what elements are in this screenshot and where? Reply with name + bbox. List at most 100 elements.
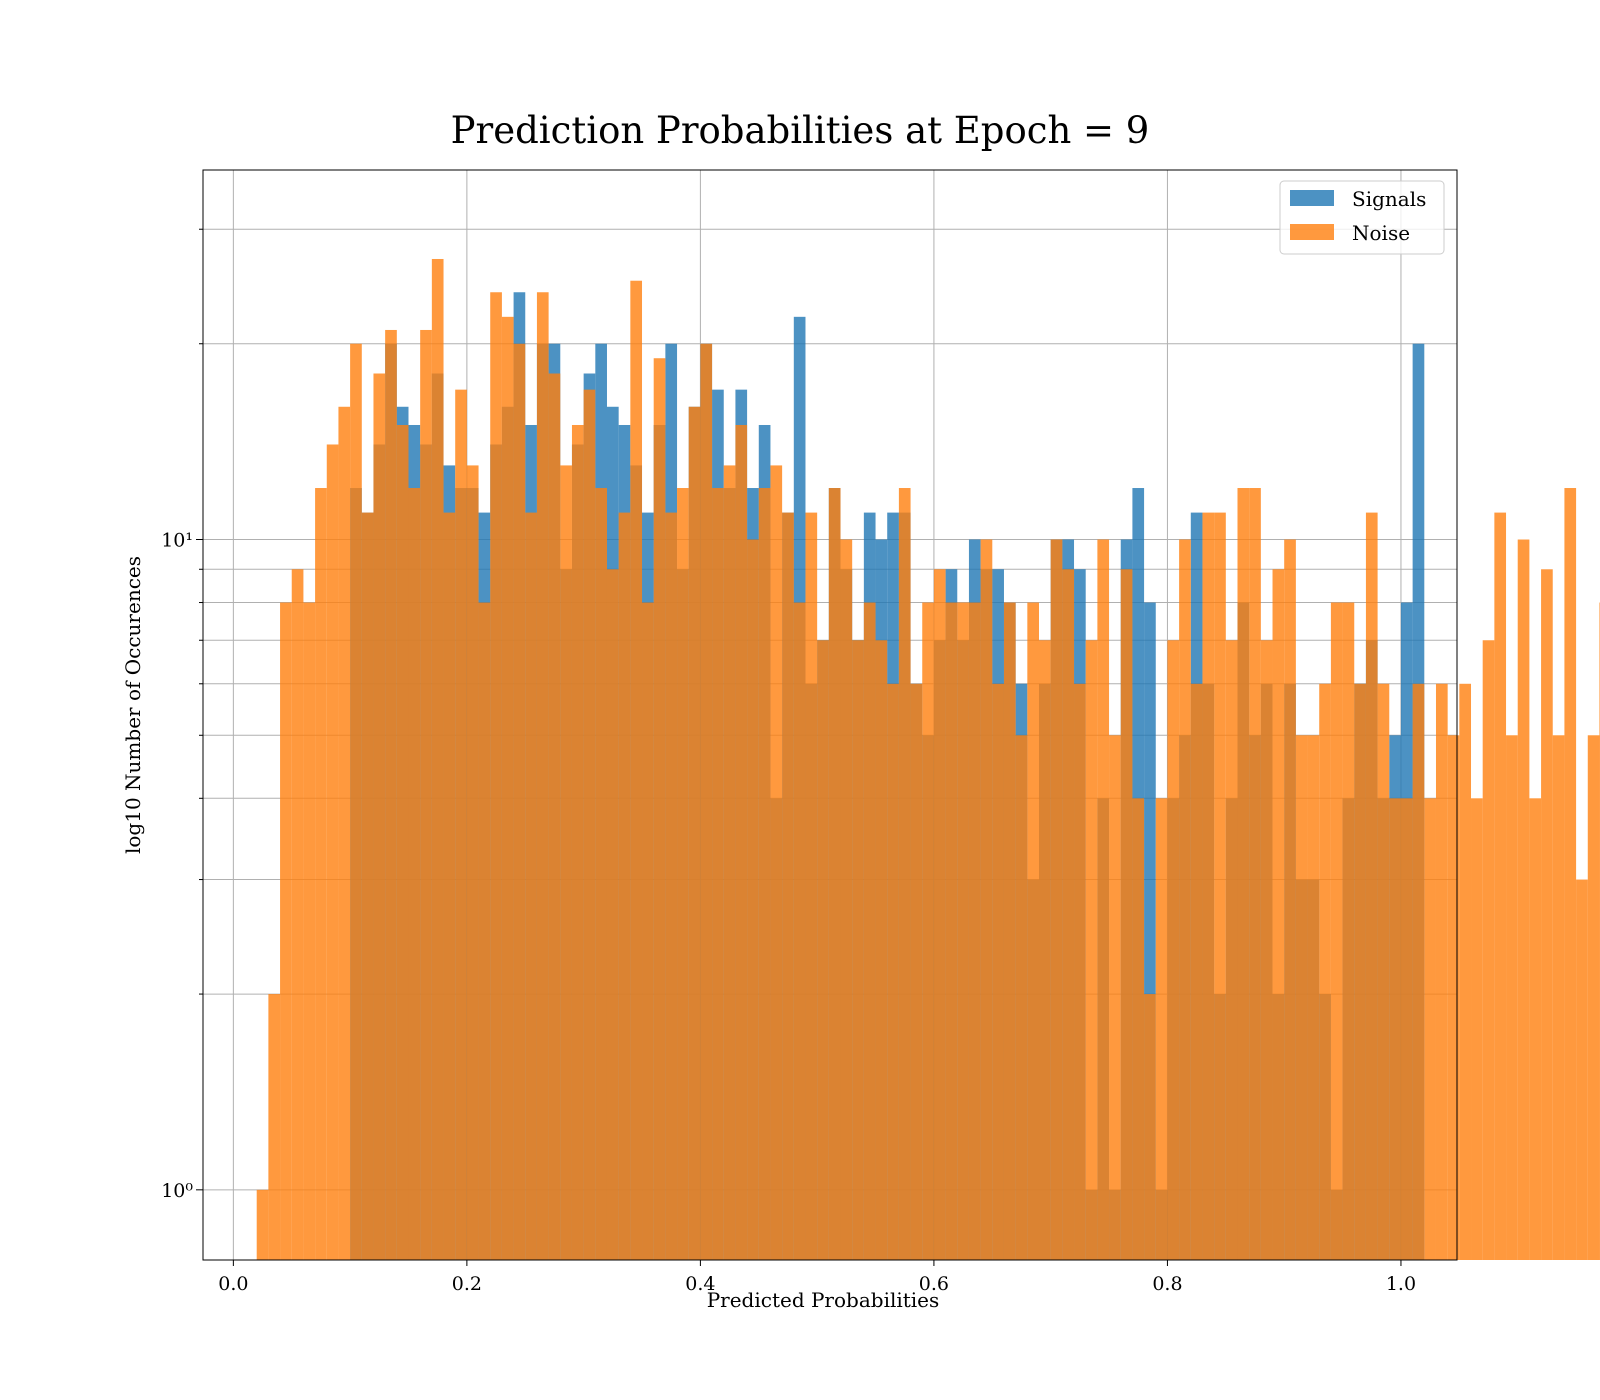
noise-bar xyxy=(583,389,596,1260)
noise-bar xyxy=(408,488,421,1260)
noise-bar xyxy=(1015,735,1028,1260)
noise-bar xyxy=(1225,640,1238,1260)
noise-bar xyxy=(443,512,456,1260)
noise-bar xyxy=(501,316,514,1260)
noise-bar xyxy=(840,539,853,1260)
noise-bar xyxy=(875,640,888,1260)
noise-bar xyxy=(618,512,631,1260)
noise-bar xyxy=(1272,569,1285,1260)
noise-bar xyxy=(1377,683,1390,1260)
chart-title: Prediction Probabilities at Epoch = 9 xyxy=(451,109,1150,152)
noise-bar xyxy=(747,539,759,1260)
legend-label-signals: Signals xyxy=(1352,187,1426,211)
noise-bar xyxy=(688,406,701,1261)
noise-bar xyxy=(1249,488,1261,1260)
noise-bar xyxy=(1552,735,1565,1260)
noise-bar xyxy=(817,640,829,1260)
noise-bar xyxy=(1190,683,1203,1260)
noise-bar xyxy=(1587,735,1600,1260)
y-axis-label: log10 Number of Occurences xyxy=(121,556,145,854)
noise-bar xyxy=(1295,735,1308,1260)
legend: Signals Noise xyxy=(1279,180,1445,255)
noise-bar xyxy=(1400,798,1413,1260)
noise-bar xyxy=(326,444,339,1260)
y-axis-ticks: 10⁰ 10¹ xyxy=(161,228,203,1202)
noise-bar xyxy=(1120,569,1133,1260)
noise-bar xyxy=(338,406,351,1261)
plot-area-frame xyxy=(202,169,1458,1261)
noise-bar xyxy=(933,569,946,1260)
x-axis-label: Predicted Probabilities xyxy=(707,1288,940,1312)
noise-bar xyxy=(490,292,502,1260)
noise-bar xyxy=(1564,488,1577,1260)
noise-bar xyxy=(1424,798,1436,1260)
noise-bar xyxy=(525,512,537,1260)
noise-bar xyxy=(1132,798,1145,1260)
noise-bar xyxy=(992,683,1004,1260)
noise-bar xyxy=(606,569,619,1260)
noise-bar xyxy=(945,602,958,1260)
noise-bar xyxy=(1459,683,1472,1260)
signals-bar xyxy=(1144,602,1156,1260)
noise-bar xyxy=(291,569,304,1260)
noise-bar xyxy=(1447,735,1460,1260)
x-tick-label: 0.0 xyxy=(218,1273,248,1295)
noise-bar xyxy=(431,258,444,1260)
x-tick-label: 0.8 xyxy=(1152,1273,1182,1295)
noise-bar xyxy=(723,465,736,1260)
noise-bar xyxy=(1517,539,1530,1260)
noise-bar xyxy=(361,512,374,1260)
legend-swatch-noise xyxy=(1290,224,1334,240)
noise-bar xyxy=(1167,640,1180,1260)
noise-bar xyxy=(595,488,607,1260)
noise-bar xyxy=(898,488,911,1260)
noise-bar xyxy=(1050,539,1063,1260)
noise-bar xyxy=(793,602,806,1260)
x-tick-label: 0.2 xyxy=(452,1273,482,1295)
noise-bar xyxy=(373,373,386,1260)
noise-bar xyxy=(1237,488,1250,1260)
noise-bar xyxy=(910,683,923,1260)
x-axis-ticks: 0.0 0.2 0.4 0.6 0.8 1.0 xyxy=(218,1260,1416,1295)
noise-bar xyxy=(1541,569,1553,1260)
noise-bar xyxy=(1085,640,1098,1260)
noise-bar xyxy=(805,512,818,1260)
noise-bar xyxy=(1435,683,1448,1260)
noise-bar xyxy=(1074,683,1086,1260)
noise-bar xyxy=(1179,539,1191,1260)
noise-bar xyxy=(350,343,362,1260)
noise-bar xyxy=(1027,602,1039,1260)
noise-bar xyxy=(455,389,467,1260)
noise-bar xyxy=(315,488,327,1260)
noise-bar xyxy=(280,602,292,1260)
noise-bar xyxy=(385,329,397,1260)
noise-bar xyxy=(1202,512,1215,1260)
noise-bar xyxy=(396,424,409,1261)
noise-bar xyxy=(268,994,281,1260)
noise-bar xyxy=(466,465,479,1260)
noise-bar xyxy=(1576,879,1588,1260)
legend-swatch-signals xyxy=(1290,190,1334,206)
noise-bar xyxy=(1342,602,1355,1260)
noise-bar xyxy=(1482,640,1495,1260)
noise-bar xyxy=(1284,539,1296,1260)
noise-bar xyxy=(1330,602,1343,1260)
noise-bar xyxy=(1494,512,1507,1260)
noise-bar xyxy=(852,640,864,1260)
noise-bar xyxy=(1039,640,1051,1260)
y-tick-label: 10⁰ xyxy=(161,1180,193,1202)
noise-bar xyxy=(571,424,584,1261)
x-tick-label: 0.6 xyxy=(919,1273,949,1295)
x-tick-label: 0.4 xyxy=(685,1273,715,1295)
noise-bar xyxy=(1062,569,1075,1260)
noise-bar xyxy=(1412,683,1425,1260)
noise-bar xyxy=(303,602,316,1260)
noise-bar xyxy=(1144,994,1156,1260)
noise-bar xyxy=(1260,640,1273,1260)
noise-bar xyxy=(957,602,969,1260)
noise-bar xyxy=(642,602,654,1260)
noise-bar xyxy=(420,329,432,1260)
noise-bars xyxy=(256,258,1600,1261)
noise-bar xyxy=(677,488,689,1260)
